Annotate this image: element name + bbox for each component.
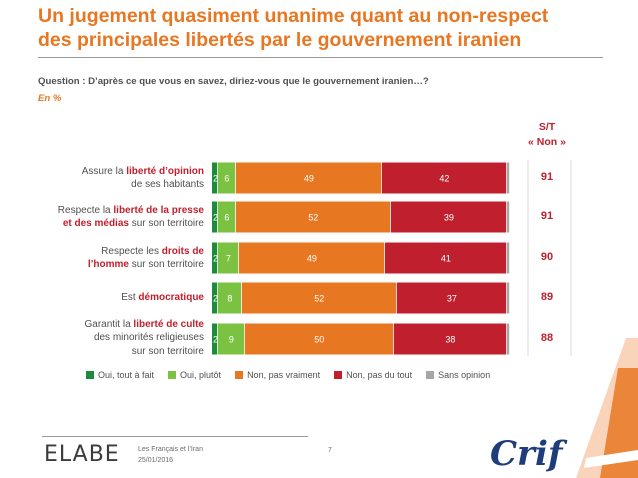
- bar-value-label: 39: [444, 213, 454, 223]
- legend-swatch: [168, 371, 177, 379]
- title-divider: [38, 57, 603, 58]
- bar-segment: [212, 282, 218, 314]
- bar-segment: [396, 282, 507, 314]
- bar-value-label: 42: [439, 174, 449, 184]
- row-label: Est démocratique: [121, 292, 204, 304]
- legend-item: Non, pas vraiment: [235, 370, 320, 380]
- bar-value-label: 37: [447, 294, 457, 304]
- page-title: Un jugement quasiment unanime quant au n…: [38, 4, 558, 52]
- bar-segment: [217, 242, 239, 274]
- bar-segment: [384, 242, 507, 274]
- title-line-2: des principales libertés par le gouverne…: [38, 29, 522, 51]
- bar-segment: [507, 282, 510, 314]
- st-non-value: 88: [540, 332, 554, 344]
- legend-swatch: [334, 371, 343, 379]
- bar-segment: [212, 162, 218, 194]
- bar-value-label: 52: [314, 294, 324, 304]
- footer-study-name: Les Français et l’Iran: [138, 446, 203, 453]
- legend-label: Oui, plutôt: [180, 370, 222, 380]
- bar-segment: [217, 282, 241, 314]
- bar-segment: [507, 242, 510, 274]
- row-label: Respecte les droits de l’homme sur son te…: [87, 245, 204, 271]
- unit-label: En %: [38, 93, 62, 104]
- decorative-a-shape: [576, 338, 638, 478]
- bar-segment: [241, 282, 396, 314]
- legend-label: Non, pas vraiment: [247, 370, 321, 380]
- bar-segment: [507, 201, 510, 233]
- bar-value-label: 2: [213, 294, 218, 304]
- bar-value-label: 2: [213, 174, 218, 184]
- bar-value-label: 49: [307, 254, 317, 264]
- bar-segment: [235, 201, 390, 233]
- row-label: Respecte la liberté de la presse et des m…: [57, 204, 204, 230]
- bar-segment: [217, 201, 236, 233]
- st-non-header: S/T « Non »: [512, 120, 582, 150]
- bar-value-label: 8: [227, 294, 232, 304]
- legend-item: Oui, tout à fait: [86, 370, 154, 380]
- st-non-value: 91: [540, 171, 554, 183]
- footer-text: Les Français et l’Iran 25/01/2016: [138, 444, 203, 466]
- st-header-line-2: « Non »: [528, 136, 566, 148]
- row-label: Garantit la liberté de culte des minorité…: [84, 318, 205, 357]
- bar-value-label: 6: [224, 213, 229, 223]
- survey-question: Question : D’après ce que vous en savez,…: [38, 76, 429, 87]
- bar-segment: [244, 323, 393, 355]
- bar-segment: [212, 201, 218, 233]
- bar-segment: [212, 323, 218, 355]
- footer-divider: [42, 436, 308, 437]
- bar-segment: [212, 242, 218, 274]
- bar-segment: [238, 242, 385, 274]
- legend-item: Oui, plutôt: [168, 370, 221, 380]
- st-non-value: 89: [540, 291, 554, 303]
- bar-value-label: 2: [213, 335, 218, 345]
- bar-value-label: 6: [224, 174, 229, 184]
- bar-value-label: 41: [441, 254, 451, 264]
- legend-label: Oui, tout à fait: [98, 370, 155, 380]
- bar-segment: [390, 201, 507, 233]
- bar-segment: [217, 162, 236, 194]
- chart-legend: Oui, tout à fait Oui, plutôt Non, pas vrai…: [86, 370, 490, 380]
- legend-label: Sans opinion: [438, 370, 491, 380]
- crif-logo: Crif: [490, 434, 563, 474]
- bar-segment: [381, 162, 507, 194]
- legend-swatch: [86, 371, 94, 379]
- bar-value-label: 50: [314, 335, 324, 345]
- bar-value-label: 2: [213, 213, 218, 223]
- legend-item: Sans opinion: [426, 370, 490, 380]
- elabe-logo: ELABE: [44, 442, 120, 467]
- bar-value-label: 2: [213, 254, 218, 264]
- st-non-value: 90: [540, 251, 554, 263]
- bar-value-label: 38: [445, 335, 455, 345]
- title-line-1: Un jugement quasiment unanime quant au n…: [38, 5, 549, 27]
- st-header-line-1: S/T: [538, 121, 556, 133]
- legend-swatch: [235, 371, 244, 379]
- bar-segment: [507, 162, 510, 194]
- bar-value-label: 9: [229, 335, 234, 345]
- st-non-value: 91: [540, 210, 554, 222]
- footer-date: 25/01/2016: [138, 457, 174, 464]
- bar-value-label: 52: [308, 213, 318, 223]
- bar-segment: [235, 162, 382, 194]
- bar-value-label: 49: [304, 174, 314, 184]
- bar-segment: [217, 323, 244, 355]
- legend-item: Non, pas du tout: [334, 370, 412, 380]
- bar-value-label: 7: [226, 254, 231, 264]
- legend-label: Non, pas du tout: [346, 370, 413, 380]
- legend-swatch: [426, 371, 435, 379]
- page-number: 7: [328, 447, 332, 454]
- bar-segment: [507, 323, 510, 355]
- row-label: Assure la liberté d’opinion de ses habita…: [81, 165, 204, 191]
- bar-segment: [393, 323, 507, 355]
